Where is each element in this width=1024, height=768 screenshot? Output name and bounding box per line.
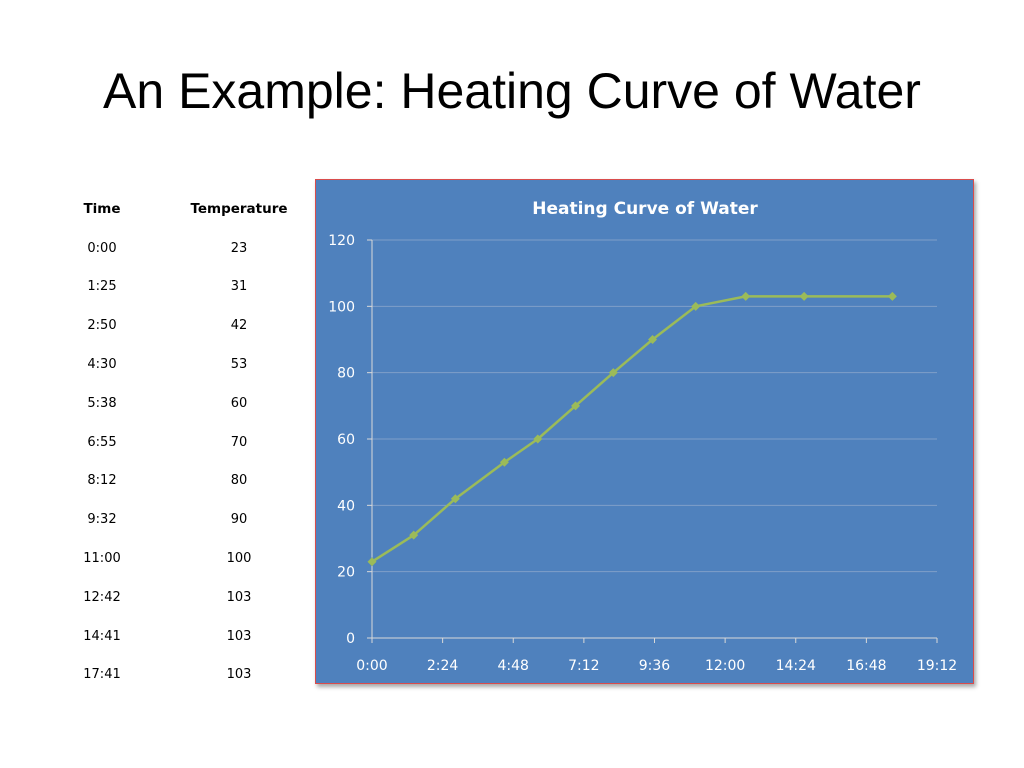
table-row: 2:50 42	[48, 306, 322, 345]
x-tick-label: 12:00	[705, 658, 745, 674]
time-cell: 1:25	[87, 279, 117, 295]
time-cell: 11:00	[83, 551, 121, 567]
temperature-cell: 60	[230, 395, 248, 411]
x-tick-label: 2:24	[427, 658, 459, 674]
x-tick-label: 0:00	[356, 658, 387, 674]
y-tick-labels: 0 20 40 60 80 100 120	[328, 233, 355, 647]
y-tick-label: 100	[328, 299, 355, 315]
time-cell: 2:50	[87, 318, 117, 334]
chart-panel: Heating Curve of Water 0 20 40 60 80 100 120 0…	[315, 179, 974, 684]
time-cell: 8:12	[87, 473, 117, 489]
table-row: 17:41 103	[48, 656, 322, 695]
x-tick-label: 4:48	[498, 658, 529, 674]
time-cell: 12:42	[83, 589, 121, 605]
data-point	[799, 291, 809, 301]
temperature-cell: 103	[226, 589, 252, 605]
x-tick-label: 19:12	[917, 658, 957, 674]
line-chart: Heating Curve of Water 0 20 40 60 80 100 120 0…	[328, 199, 957, 674]
y-tick-label: 40	[337, 498, 355, 514]
y-tick-label: 120	[328, 233, 355, 249]
temperature-cell: 23	[230, 240, 248, 256]
x-tick-labels: 0:00 2:24 4:48 7:12 9:36 12:00 14:24 16:48 19:12	[356, 658, 957, 674]
temperature-cell: 90	[230, 512, 248, 528]
x-tick-label: 7:12	[568, 658, 599, 674]
header-temperature: Temperature	[190, 201, 288, 218]
data-point	[691, 301, 701, 311]
time-cell: 4:30	[87, 357, 117, 373]
table-row: 1:25 31	[48, 268, 322, 307]
table-row: 4:30 53	[48, 345, 322, 384]
series-line	[371, 295, 893, 563]
table-row: 9:32 90	[48, 500, 322, 539]
gridlines	[372, 239, 937, 573]
temperature-cell: 42	[230, 318, 248, 334]
slide-title: An Example: Heating Curve of Water	[103, 63, 921, 119]
series-temperature	[367, 291, 897, 567]
y-tick-label: 0	[346, 631, 355, 647]
data-point	[571, 401, 581, 411]
time-cell: 17:41	[83, 667, 121, 683]
data-point	[499, 457, 509, 467]
y-tick-label: 20	[337, 565, 355, 581]
temperature-cell: 70	[230, 434, 248, 450]
data-point	[450, 494, 460, 504]
temperature-cell: 100	[226, 551, 252, 567]
header-time: Time	[83, 201, 121, 218]
temperature-cell: 53	[230, 357, 248, 373]
time-cell: 0:00	[87, 240, 117, 256]
time-cell: 5:38	[87, 395, 117, 411]
table-row: 11:00 100	[48, 539, 322, 578]
temperature-cell: 31	[230, 279, 248, 295]
data-point	[648, 335, 658, 344]
time-cell: 9:32	[87, 512, 117, 528]
chart-title: Heating Curve of Water	[532, 199, 758, 219]
temperature-cell: 80	[230, 473, 248, 489]
data-table: Time Temperature 0:00 23 1:25 31 2:50 42 4:30 5…	[48, 190, 322, 694]
data-point	[608, 368, 618, 378]
table-row: 8:12 80	[48, 462, 322, 501]
table-body: 0:00 23 1:25 31 2:50 42 4:30 53 5:38 60 6:55 70 8:12…	[48, 229, 322, 695]
temperature-cell: 103	[226, 667, 252, 683]
table-row: 12:42 103	[48, 578, 322, 617]
data-point	[409, 530, 419, 540]
table-row: 14:41 103	[48, 617, 322, 656]
x-tick-label: 9:36	[639, 658, 671, 674]
data-point	[533, 434, 543, 444]
x-tick-label: 14:24	[776, 658, 816, 674]
data-point	[741, 291, 751, 301]
table-header-row: Time Temperature	[48, 190, 322, 229]
data-point	[887, 291, 897, 301]
table-row: 6:55 70	[48, 423, 322, 462]
time-cell: 14:41	[83, 628, 121, 644]
table-row: 5:38 60	[48, 384, 322, 423]
axes	[367, 239, 938, 643]
y-tick-label: 80	[337, 366, 355, 382]
time-cell: 6:55	[87, 434, 117, 450]
y-tick-label: 60	[337, 432, 355, 448]
data-point	[367, 557, 377, 567]
table-row: 0:00 23	[48, 229, 322, 268]
temperature-cell: 103	[226, 628, 252, 644]
x-tick-label: 16:48	[846, 658, 886, 674]
